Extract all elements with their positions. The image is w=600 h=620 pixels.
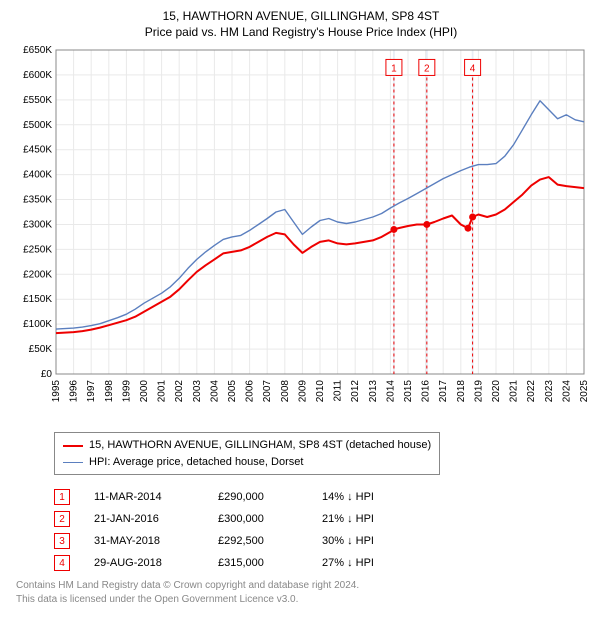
tx-number-box: 2 xyxy=(54,511,70,527)
svg-text:2011: 2011 xyxy=(333,380,344,402)
legend-label: 15, HAWTHORN AVENUE, GILLINGHAM, SP8 4ST… xyxy=(89,437,431,454)
svg-text:£550K: £550K xyxy=(23,95,52,106)
svg-text:2021: 2021 xyxy=(509,380,520,403)
footer-attribution: Contains HM Land Registry data © Crown c… xyxy=(16,579,590,606)
tx-date: 11-MAR-2014 xyxy=(94,491,194,503)
svg-text:2004: 2004 xyxy=(209,380,220,403)
tx-date: 29-AUG-2018 xyxy=(94,557,194,569)
svg-text:2022: 2022 xyxy=(526,380,537,403)
svg-text:£200K: £200K xyxy=(23,270,52,281)
svg-text:2008: 2008 xyxy=(280,380,291,403)
svg-text:£400K: £400K xyxy=(23,170,52,181)
svg-text:£450K: £450K xyxy=(23,145,52,156)
table-row: 3 31-MAY-2018 £292,500 30% ↓ HPI xyxy=(54,533,590,549)
svg-text:1999: 1999 xyxy=(121,380,132,403)
svg-text:2018: 2018 xyxy=(456,380,467,403)
tx-price: £292,500 xyxy=(218,535,298,547)
tx-price: £300,000 xyxy=(218,513,298,525)
legend: 15, HAWTHORN AVENUE, GILLINGHAM, SP8 4ST… xyxy=(54,432,440,475)
svg-text:2023: 2023 xyxy=(544,380,555,403)
tx-number-box: 4 xyxy=(54,555,70,571)
legend-item: 15, HAWTHORN AVENUE, GILLINGHAM, SP8 4ST… xyxy=(63,437,431,454)
svg-text:2005: 2005 xyxy=(227,380,238,403)
svg-text:2001: 2001 xyxy=(157,380,168,403)
svg-text:£250K: £250K xyxy=(23,245,52,256)
svg-text:2: 2 xyxy=(424,64,430,75)
svg-text:2015: 2015 xyxy=(403,380,414,403)
chart-title: 15, HAWTHORN AVENUE, GILLINGHAM, SP8 4ST… xyxy=(12,8,590,40)
svg-text:2017: 2017 xyxy=(438,380,449,403)
tx-number-box: 1 xyxy=(54,489,70,505)
table-row: 4 29-AUG-2018 £315,000 27% ↓ HPI xyxy=(54,555,590,571)
svg-text:2006: 2006 xyxy=(245,380,256,403)
tx-price: £315,000 xyxy=(218,557,298,569)
svg-text:2016: 2016 xyxy=(421,380,432,403)
svg-text:2009: 2009 xyxy=(297,380,308,403)
svg-text:2020: 2020 xyxy=(491,380,502,403)
svg-text:£100K: £100K xyxy=(23,320,52,331)
svg-text:2025: 2025 xyxy=(579,380,588,403)
svg-text:£50K: £50K xyxy=(29,344,53,355)
svg-text:2007: 2007 xyxy=(262,380,273,403)
table-row: 2 21-JAN-2016 £300,000 21% ↓ HPI xyxy=(54,511,590,527)
transaction-table: 1 11-MAR-2014 £290,000 14% ↓ HPI 2 21-JAN-201… xyxy=(54,489,590,571)
tx-diff: 14% ↓ HPI xyxy=(322,491,432,503)
svg-text:4: 4 xyxy=(470,64,476,75)
svg-text:2012: 2012 xyxy=(350,380,361,403)
table-row: 1 11-MAR-2014 £290,000 14% ↓ HPI xyxy=(54,489,590,505)
price-chart: £0 £50K £100K £150K £200K £250K £300K £350K £400… xyxy=(12,44,588,424)
legend-swatch xyxy=(63,462,83,463)
svg-text:1996: 1996 xyxy=(69,380,80,403)
svg-text:£350K: £350K xyxy=(23,195,52,206)
tx-date: 21-JAN-2016 xyxy=(94,513,194,525)
svg-text:1998: 1998 xyxy=(104,380,115,403)
svg-text:2024: 2024 xyxy=(561,380,572,403)
tx-price: £290,000 xyxy=(218,491,298,503)
title-line1: 15, HAWTHORN AVENUE, GILLINGHAM, SP8 4ST xyxy=(12,8,590,24)
svg-text:2000: 2000 xyxy=(139,380,150,403)
svg-text:2014: 2014 xyxy=(385,380,396,403)
tx-diff: 27% ↓ HPI xyxy=(322,557,432,569)
svg-text:£650K: £650K xyxy=(23,45,52,56)
title-line2: Price paid vs. HM Land Registry's House … xyxy=(12,24,590,40)
svg-text:2003: 2003 xyxy=(192,380,203,403)
tx-number-box: 3 xyxy=(54,533,70,549)
legend-label: HPI: Average price, detached house, Dors… xyxy=(89,454,303,471)
svg-text:£150K: £150K xyxy=(23,295,52,306)
svg-text:1: 1 xyxy=(391,64,397,75)
svg-text:1997: 1997 xyxy=(86,380,97,403)
legend-item: HPI: Average price, detached house, Dors… xyxy=(63,454,431,471)
footer-line1: Contains HM Land Registry data © Crown c… xyxy=(16,579,590,593)
svg-text:£0: £0 xyxy=(41,369,53,380)
svg-text:2002: 2002 xyxy=(174,380,185,403)
tx-date: 31-MAY-2018 xyxy=(94,535,194,547)
legend-swatch xyxy=(63,445,83,447)
svg-text:2010: 2010 xyxy=(315,380,326,403)
svg-text:£600K: £600K xyxy=(23,70,52,81)
tx-diff: 30% ↓ HPI xyxy=(322,535,432,547)
svg-text:2019: 2019 xyxy=(473,380,484,403)
svg-text:2013: 2013 xyxy=(368,380,379,403)
svg-text:1995: 1995 xyxy=(51,380,62,403)
svg-text:£300K: £300K xyxy=(23,220,52,231)
tx-diff: 21% ↓ HPI xyxy=(322,513,432,525)
footer-line2: This data is licensed under the Open Gov… xyxy=(16,593,590,607)
svg-text:£500K: £500K xyxy=(23,120,52,131)
